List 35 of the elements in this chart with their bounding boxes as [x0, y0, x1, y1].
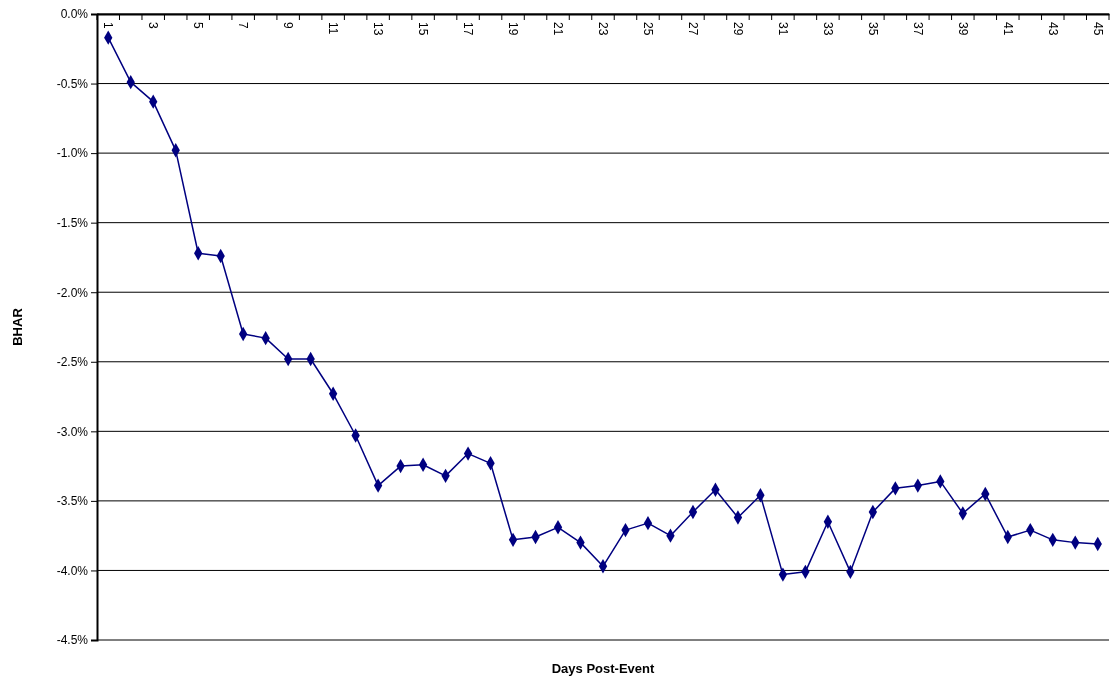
x-tick-label: 21 — [550, 22, 565, 36]
x-tick-label: 25 — [640, 22, 655, 36]
x-tick-label: 19 — [505, 22, 520, 36]
y-tick-label: 0.0% — [60, 7, 89, 22]
x-tick-label: 45 — [1090, 22, 1105, 36]
x-tick-label: 23 — [595, 22, 610, 36]
x-tick-label: 35 — [865, 22, 880, 36]
x-tick-label: 11 — [325, 22, 340, 35]
y-tick-label: -4.5% — [56, 633, 89, 648]
y-tick-label: -2.5% — [56, 355, 89, 370]
x-tick-label: 43 — [1045, 22, 1060, 36]
x-tick-label: 17 — [460, 22, 475, 36]
y-tick-label: -0.5% — [56, 76, 89, 91]
x-tick-label: 31 — [775, 22, 790, 36]
y-axis-title: BHAR — [10, 307, 25, 346]
x-tick-label: 13 — [370, 22, 385, 36]
y-tick-label: -3.0% — [56, 424, 89, 439]
y-tick-label: -2.0% — [56, 285, 89, 300]
x-tick-label: 5 — [191, 22, 205, 29]
x-tick-label: 39 — [955, 22, 970, 36]
y-tick-label: -4.0% — [56, 563, 89, 578]
x-tick-label: 7 — [235, 22, 250, 29]
y-tick-label: -3.5% — [56, 494, 89, 509]
x-tick-label: 41 — [1000, 22, 1015, 36]
x-tick-label: 33 — [820, 22, 835, 36]
x-tick-label: 9 — [280, 22, 295, 29]
x-tick-label: 1 — [101, 22, 116, 29]
y-tick-label: -1.0% — [56, 146, 89, 161]
x-tick-label: 15 — [415, 22, 430, 36]
x-tick-label: 29 — [730, 22, 745, 36]
x-axis-title: Days Post-Event — [551, 661, 655, 676]
y-tick-label: -1.5% — [56, 216, 89, 231]
x-tick-label: 27 — [685, 22, 700, 36]
x-tick-label: 3 — [146, 22, 161, 29]
x-tick-label: 37 — [910, 22, 925, 36]
